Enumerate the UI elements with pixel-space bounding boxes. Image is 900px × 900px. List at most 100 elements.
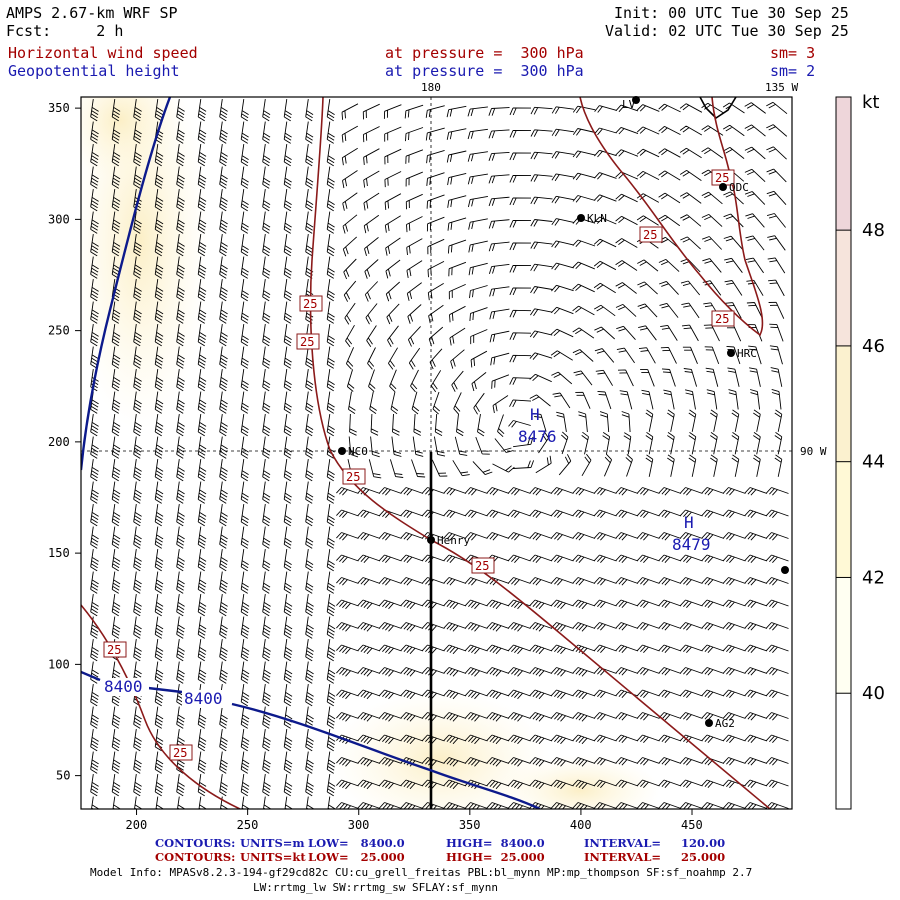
wind-barb [429,348,443,370]
wind-barb [486,532,510,541]
wind-barb [422,757,445,767]
wind-barb [336,599,359,610]
wind-barb [615,644,639,654]
field2-name: Geopotential height [8,62,180,80]
wind-barb [262,526,271,549]
wind-barb [572,667,596,677]
wind-barb [283,549,292,572]
wind-barb [154,639,164,662]
wind-barb [467,128,488,140]
wind-barb [572,779,596,790]
wind-barb [443,622,467,632]
wind-barb [197,481,207,504]
wind-barb [468,262,488,276]
wind-barb [446,128,467,140]
wind-barb [176,99,185,122]
wind-barb [283,526,292,549]
wind-barb [637,281,658,295]
wind-barb [744,124,766,137]
wind-barb [616,325,636,341]
wind-barb [508,622,531,632]
wind-barb [305,774,314,797]
wind-barb [111,414,121,437]
wind-barb [400,667,424,677]
wind-barb [615,689,639,699]
wind-barb [326,526,335,549]
wind-barb [240,391,249,414]
station-dot-hrc [727,349,735,357]
wind-barb [240,166,249,189]
wind-barb [637,779,660,789]
wind-barb [753,454,761,477]
wind-barb [529,330,553,338]
wind-barb [508,802,531,809]
wind-barb [551,532,574,541]
wind-barb [176,279,185,302]
wind-barb [443,509,467,519]
wind-barb [680,689,703,699]
wind-barb [594,577,617,586]
wind-barb [572,128,596,136]
wind-barb [197,594,207,617]
wind-barb [326,729,336,752]
wind-barb [197,436,207,459]
wind-barb [766,509,789,519]
station-dot-odc [719,183,727,191]
wind-barb [745,257,764,274]
wind-barb [90,751,99,774]
wind-barb [723,213,744,228]
y-tick-label: 100 [48,657,70,671]
wind-barb [90,414,99,437]
wind-barb [470,329,488,345]
wind-barb [486,734,510,745]
wind-barb [594,599,617,609]
footer-height-units: UNITS=m [240,836,305,850]
wind-barb [176,639,185,662]
wind-barb [701,147,724,159]
wind-barb [90,481,99,504]
wind-barb [594,532,617,541]
wind-barb [680,667,703,676]
wind-barb [723,779,746,789]
wind-barb [766,101,788,115]
wind-barb [197,211,207,234]
wind-barb [597,390,612,410]
wind-barb [530,219,553,227]
speed-contour-labels: 25 25 25 25 25 25 25 25 25 [103,169,735,761]
wind-barb [465,712,488,722]
wind-barb [509,287,532,296]
wind-barb [680,487,703,496]
wind-barb [615,599,639,609]
wind-barb [368,459,382,479]
wind-barb [305,391,314,414]
x-axis: 200 250 300 350 400 450 [126,809,703,832]
wind-barb [345,347,355,370]
wind-barb [133,774,142,797]
wind-barb [154,346,164,369]
wind-barb [529,712,553,722]
wind-barb [471,372,487,392]
wind-barb [637,622,660,631]
wind-barb [529,352,553,360]
wind-barb [723,554,746,564]
wind-barb [723,644,746,654]
wind-barb [90,121,99,144]
wind-barb [154,189,164,212]
wind-barb [176,706,185,729]
wind-barb [154,436,164,459]
wind-barb [658,509,682,519]
wind-barb [572,487,596,496]
wind-barb [90,549,99,572]
wind-barb [384,215,401,233]
y-axis: 50 100 150 200 250 300 350 [48,101,81,783]
wind-barb [658,667,682,676]
wind-barb [637,577,660,586]
wind-barb [305,661,314,684]
wind-barb [326,504,335,527]
svg-text:25: 25 [715,171,729,185]
wind-barb [475,436,490,455]
wind-barb [701,644,725,654]
wind-barb [240,481,249,504]
wind-barb [530,129,553,137]
wind-barb [594,509,617,519]
